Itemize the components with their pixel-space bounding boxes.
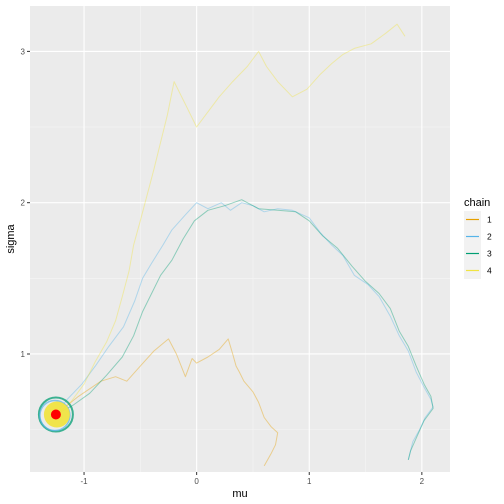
cluster-ring-chain-2 [39,399,71,432]
cluster-center-point [50,409,61,420]
x-tick-label: 0 [194,477,199,486]
y-axis-title: sigma [5,223,17,253]
legend-label: 1 [487,215,492,225]
posterior-cluster [37,396,74,433]
y-tick-label: 3 [21,47,26,56]
legend-label: 3 [487,249,492,259]
minor-gridlines [30,6,450,472]
legend-title: chain [464,197,490,209]
panel-background [30,6,450,472]
legend: chain 1 2 3 4 [464,197,492,279]
trace-chain-1 [55,338,279,467]
trace-chain-2 [55,202,434,461]
legend-label: 4 [487,266,492,276]
y-tick-label: 2 [21,199,26,208]
y-tick-label: 1 [21,350,26,359]
x-axis-title: mu [232,488,247,500]
cluster-ring-chain-3 [37,396,74,433]
major-gridlines [30,6,450,472]
x-tick-label: -1 [80,477,88,486]
trace-chain-3 [55,199,434,461]
x-axis-ticks: -1 0 1 2 [80,472,425,486]
y-axis-ticks: 1 2 3 [21,47,30,359]
x-tick-label: 2 [420,477,425,486]
legend-label: 2 [487,232,492,242]
x-tick-label: 1 [307,477,312,486]
trace-chain-4 [55,23,406,415]
chain-traces [55,23,434,467]
